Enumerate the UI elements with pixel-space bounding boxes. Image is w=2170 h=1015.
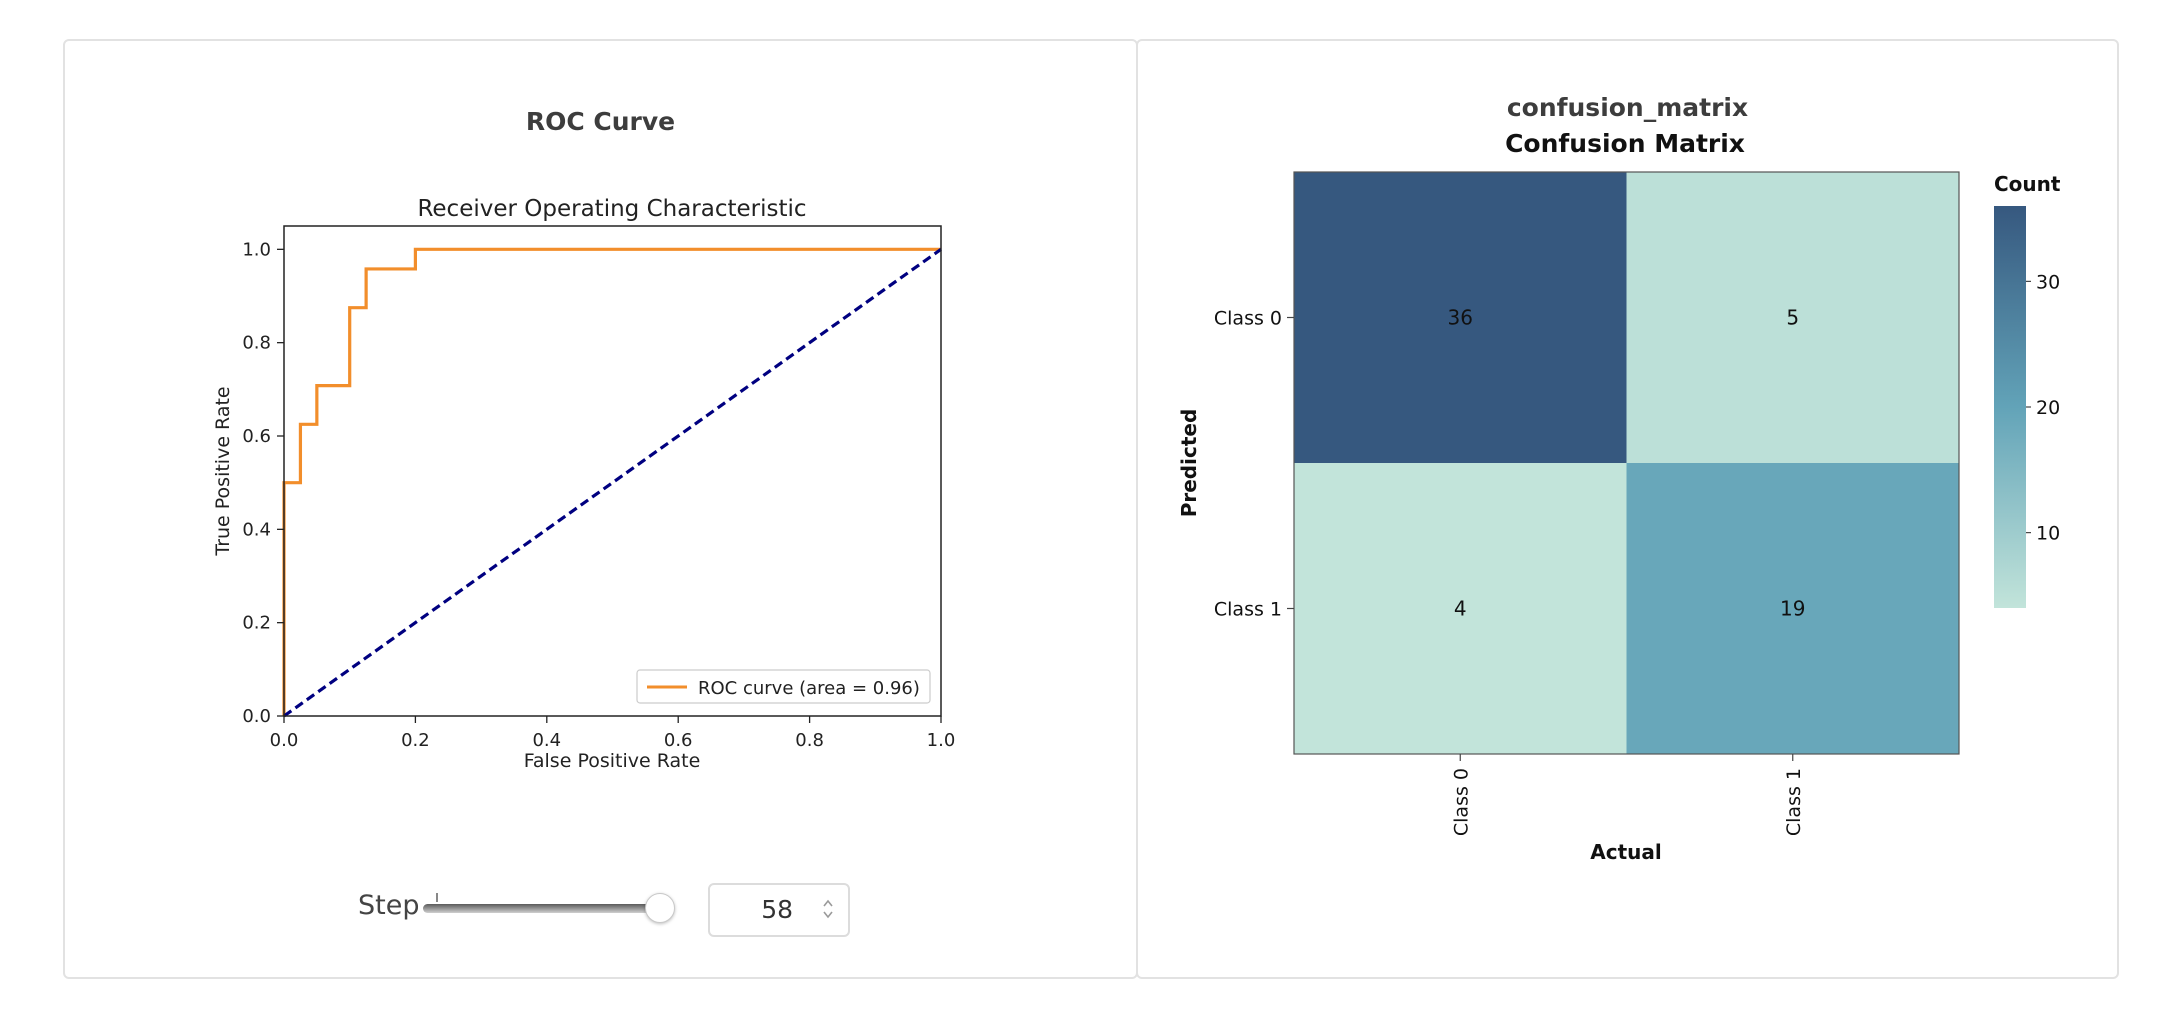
roc-panel: ROC Curve Receiver Operating Characteris… — [63, 39, 1138, 979]
roc-panel-title: ROC Curve — [525, 107, 676, 136]
slider-track[interactable] — [423, 904, 667, 913]
cm-x-axis-label: Actual — [1590, 840, 1661, 864]
slider-thumb[interactable] — [645, 893, 676, 923]
colorbar — [1994, 206, 2026, 608]
roc-chart-title: Receiver Operating Characteristic — [417, 196, 806, 222]
cm-cell-value: 19 — [1780, 597, 1805, 621]
cm-y-tick-label: Class 0 — [1214, 308, 1282, 330]
roc-y-tick-label: 0.0 — [242, 706, 271, 727]
cm-chart-title: Confusion Matrix — [1505, 129, 1745, 158]
roc-x-tick-label: 0.2 — [401, 730, 430, 751]
chance-diagonal-line — [283, 248, 942, 718]
cm-y-tick-label: Class 1 — [1214, 599, 1282, 621]
cm-cell — [1626, 463, 1959, 754]
cm-x-tick-label: Class 0 — [1450, 768, 1472, 836]
step-number-input[interactable]: 58 — [708, 883, 850, 937]
roc-y-tick-label: 1.0 — [242, 239, 271, 260]
roc-legend-label: ROC curve (area = 0.96) — [698, 678, 920, 699]
cm-plot-frame — [1293, 171, 1960, 755]
stepper-arrows-icon[interactable] — [822, 897, 834, 921]
confusion-matrix-panel: confusion_matrix Confusion Matrix 36 5 4 19… — [1136, 39, 2119, 979]
roc-x-tick-label: 0.8 — [795, 730, 824, 751]
cm-cell-value: 4 — [1454, 597, 1467, 621]
cm-cell — [1294, 463, 1627, 754]
roc-x-tick-label: 0.4 — [532, 730, 561, 751]
roc-x-tick-label: 0.0 — [270, 730, 299, 751]
step-number-value: 58 — [761, 895, 793, 924]
roc-y-tick-label: 0.8 — [242, 333, 271, 354]
cm-panel-title: confusion_matrix — [1506, 93, 1749, 122]
cm-cell — [1294, 172, 1627, 463]
cm-x-tick-label: Class 1 — [1783, 768, 1805, 836]
colorbar-tick-label: 20 — [2036, 397, 2060, 419]
cm-cell-value: 5 — [1786, 306, 1799, 330]
roc-x-axis-label: False Positive Rate — [524, 750, 701, 772]
roc-chart: Receiver Operating Characteristic 0.0 0.2… — [212, 196, 956, 772]
colorbar-tick-label: 30 — [2036, 271, 2060, 293]
roc-x-tick-label: 1.0 — [927, 730, 956, 751]
confusion-matrix-chart: Confusion Matrix 36 5 4 19 Class 0 Class 1 Cl… — [1177, 129, 2061, 864]
cm-cell — [1626, 172, 1959, 463]
roc-y-tick-label: 0.4 — [242, 519, 271, 540]
cm-y-axis-label: Predicted — [1177, 409, 1201, 518]
roc-curve-line — [282, 247, 941, 716]
step-label: Step — [358, 890, 420, 921]
slider-tick — [436, 893, 438, 902]
roc-y-axis-label: True Positive Rate — [212, 386, 234, 556]
colorbar-title: Count — [1994, 172, 2061, 196]
roc-plot-frame — [283, 225, 942, 717]
roc-y-tick-label: 0.6 — [242, 426, 271, 447]
roc-legend: ROC curve (area = 0.96) — [636, 669, 931, 704]
roc-x-tick-label: 0.6 — [664, 730, 693, 751]
step-slider[interactable] — [423, 893, 676, 923]
roc-y-tick-label: 0.2 — [242, 613, 271, 634]
cm-cell-value: 36 — [1448, 306, 1473, 330]
colorbar-tick-label: 10 — [2036, 523, 2060, 545]
